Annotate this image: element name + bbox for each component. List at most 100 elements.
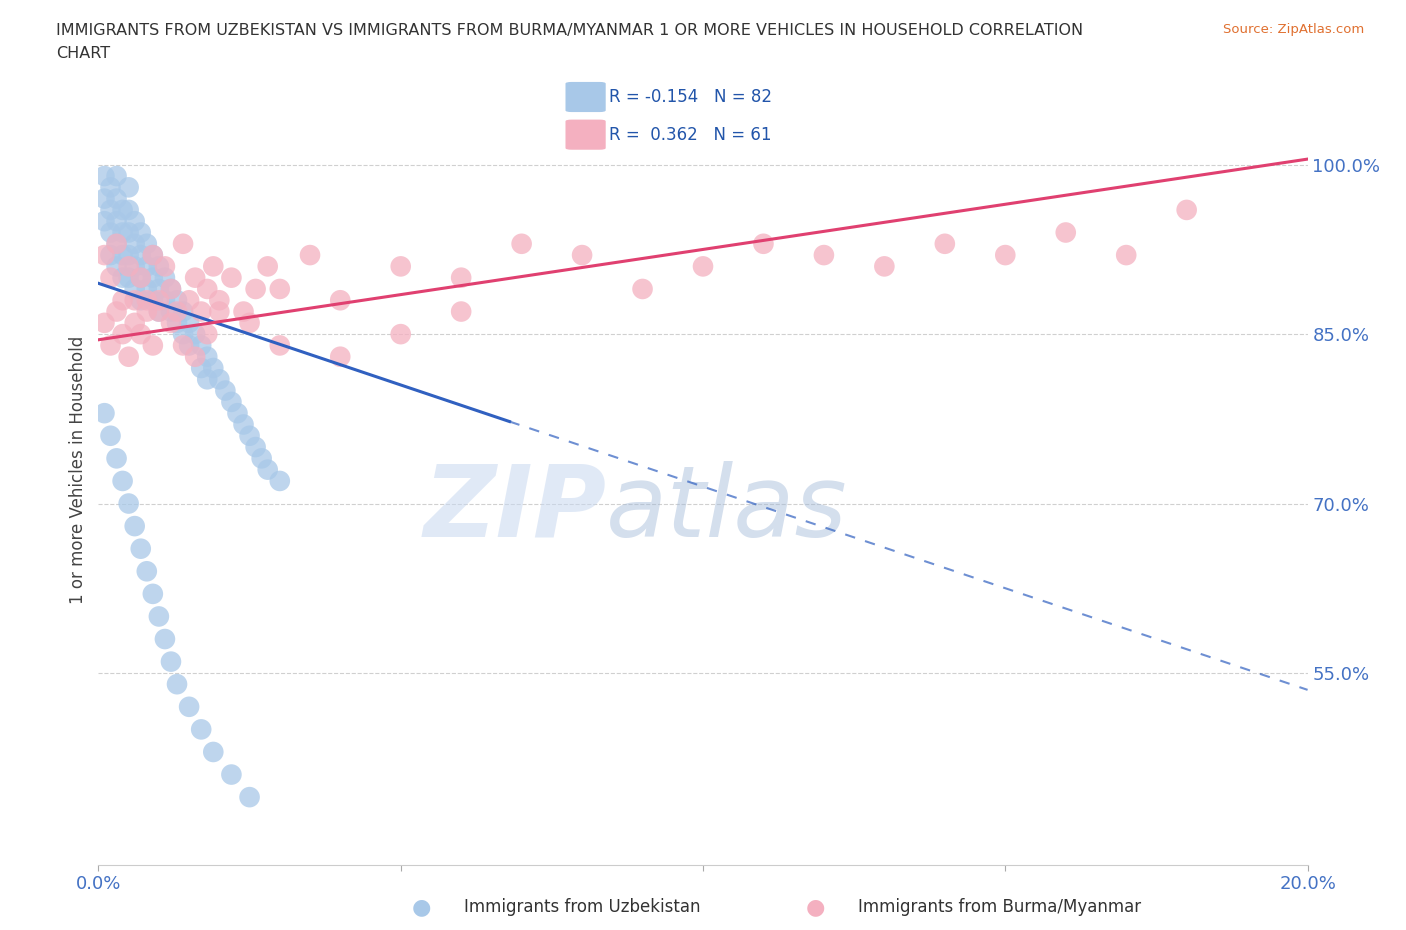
Text: Immigrants from Uzbekistan: Immigrants from Uzbekistan [464, 897, 700, 916]
Point [752, 236, 775, 251]
Point [148, 282, 170, 297]
Point [190, 361, 212, 376]
Point [160, 282, 183, 297]
Point [1115, 247, 1137, 262]
Text: R = -0.154   N = 82: R = -0.154 N = 82 [609, 88, 772, 106]
Point [105, 259, 128, 273]
Point [160, 304, 183, 319]
Text: ●: ● [412, 897, 432, 917]
Point [93, 214, 115, 229]
Point [179, 338, 201, 352]
Point [450, 304, 472, 319]
Point [105, 236, 128, 251]
Point [239, 790, 262, 804]
Point [148, 609, 170, 624]
Point [389, 326, 412, 341]
Point [118, 350, 141, 365]
Point [100, 203, 122, 218]
Point [631, 282, 654, 297]
Point [93, 168, 115, 183]
Point [510, 236, 533, 251]
Point [299, 247, 322, 262]
Point [221, 271, 243, 286]
Point [329, 293, 352, 308]
Point [124, 236, 146, 251]
Point [179, 315, 201, 330]
Point [142, 587, 165, 602]
Point [221, 767, 243, 782]
FancyBboxPatch shape [565, 120, 606, 150]
Point [111, 247, 134, 262]
Point [329, 350, 352, 365]
Point [202, 745, 225, 760]
Point [124, 214, 146, 229]
Point [190, 338, 212, 352]
Point [195, 372, 218, 387]
Point [93, 315, 115, 330]
Point [118, 247, 141, 262]
Point [135, 236, 157, 251]
Point [153, 259, 176, 273]
Point [172, 326, 194, 341]
Point [129, 247, 152, 262]
Point [153, 293, 176, 308]
Point [208, 293, 231, 308]
Point [1054, 225, 1077, 240]
Point [571, 247, 593, 262]
Point [250, 451, 273, 466]
Point [153, 271, 176, 286]
Point [153, 631, 176, 646]
Point [142, 338, 165, 352]
Point [208, 372, 231, 387]
Point [111, 203, 134, 218]
Point [118, 496, 141, 511]
Point [232, 417, 254, 432]
Point [226, 405, 249, 420]
Point [269, 338, 291, 352]
Point [256, 462, 278, 477]
Point [184, 350, 207, 365]
Point [93, 405, 115, 420]
Point [135, 564, 157, 578]
Text: IMMIGRANTS FROM UZBEKISTAN VS IMMIGRANTS FROM BURMA/MYANMAR 1 OR MORE VEHICLES I: IMMIGRANTS FROM UZBEKISTAN VS IMMIGRANTS… [56, 23, 1084, 38]
Point [142, 247, 165, 262]
Y-axis label: 1 or more Vehicles in Household: 1 or more Vehicles in Household [69, 336, 87, 604]
Point [148, 304, 170, 319]
Point [93, 247, 115, 262]
Point [450, 271, 472, 286]
Point [129, 271, 152, 286]
Point [172, 304, 194, 319]
Point [232, 304, 254, 319]
Point [105, 192, 128, 206]
Point [129, 293, 152, 308]
Point [142, 293, 165, 308]
FancyBboxPatch shape [565, 82, 606, 113]
Point [105, 304, 128, 319]
Point [190, 722, 212, 737]
Point [184, 271, 207, 286]
Point [100, 271, 122, 286]
Point [118, 225, 141, 240]
Text: atlas: atlas [606, 460, 848, 558]
Point [166, 293, 188, 308]
Point [934, 236, 956, 251]
Point [239, 429, 262, 444]
Point [166, 304, 188, 319]
Point [208, 304, 231, 319]
Point [1175, 203, 1198, 218]
Point [256, 259, 278, 273]
Point [994, 247, 1017, 262]
Text: CHART: CHART [56, 46, 110, 61]
Point [124, 519, 146, 534]
Point [148, 304, 170, 319]
Point [202, 361, 225, 376]
Point [160, 654, 183, 669]
Point [389, 259, 412, 273]
Point [269, 473, 291, 488]
Point [245, 440, 267, 455]
Point [142, 247, 165, 262]
Text: ●: ● [806, 897, 825, 917]
Point [135, 304, 157, 319]
Point [129, 326, 152, 341]
Point [195, 326, 218, 341]
